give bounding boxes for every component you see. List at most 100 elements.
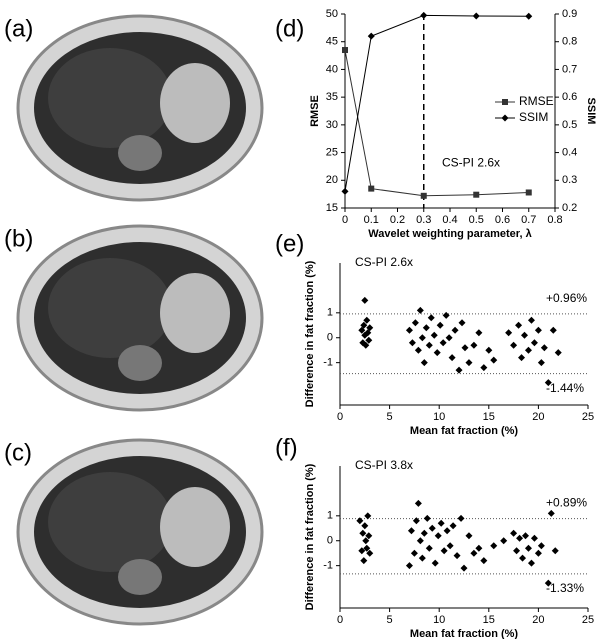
y-axis-title: Difference in fat fraction (%): [304, 463, 316, 610]
y2-tick-label: 0.4: [562, 146, 577, 158]
point: [527, 316, 535, 324]
mri-image: [16, 14, 264, 202]
y-axis-title: RMSE: [309, 95, 321, 127]
point: [547, 509, 555, 517]
mri-image: [16, 224, 264, 412]
point: [362, 537, 370, 545]
point: [457, 514, 465, 522]
point: [342, 47, 348, 54]
y-tick-label: 0: [327, 535, 333, 547]
x-tick-label: 5: [387, 411, 393, 423]
panel-label: (d): [275, 15, 304, 42]
point: [554, 349, 562, 357]
point: [414, 346, 422, 354]
point: [362, 341, 370, 349]
x-tick-label: 15: [483, 411, 495, 423]
point: [440, 547, 448, 555]
point: [537, 542, 545, 550]
point: [363, 316, 371, 324]
limit-label: +0.96%: [546, 291, 587, 305]
point: [418, 334, 426, 342]
y-tick-label: -1: [323, 357, 333, 369]
y2-tick-label: 0.8: [562, 36, 577, 48]
point: [360, 557, 368, 565]
x-tick-label: 0.3: [416, 214, 431, 226]
point: [455, 366, 463, 374]
legend-label: SSIM: [519, 110, 548, 124]
point: [522, 532, 530, 540]
point: [420, 359, 428, 367]
point: [356, 517, 364, 525]
point: [521, 331, 529, 339]
point: [423, 514, 431, 522]
point: [445, 334, 453, 342]
point: [368, 185, 375, 192]
point: [443, 527, 451, 535]
point: [428, 524, 436, 532]
point: [525, 189, 532, 196]
x-tick-label: 10: [433, 614, 445, 626]
x-tick-label: 10: [433, 411, 445, 423]
x-axis-title: Wavelet weighting parameter, λ: [368, 228, 531, 240]
point: [363, 544, 371, 552]
y2-tick-label: 0.3: [562, 174, 577, 186]
point: [434, 532, 442, 540]
x-tick-label: 15: [483, 614, 495, 626]
point: [420, 11, 428, 19]
point: [420, 529, 428, 537]
point: [367, 32, 375, 40]
point: [364, 512, 372, 520]
point: [359, 529, 367, 537]
legend-marker: [502, 99, 508, 105]
point: [405, 562, 413, 570]
point: [516, 534, 524, 542]
point: [485, 346, 493, 354]
annotation: CS-PI 3.8x: [355, 458, 413, 472]
point: [427, 314, 435, 322]
point: [544, 379, 552, 387]
x-tick-label: 0.1: [364, 214, 379, 226]
point: [537, 359, 545, 367]
x-tick-label: 25: [582, 614, 594, 626]
point: [530, 534, 538, 542]
annotation: CS-PI 2.6x: [442, 156, 500, 170]
point: [360, 321, 368, 329]
point: [437, 519, 445, 527]
x-tick-label: 0: [337, 411, 343, 423]
y2-axis-title: SSIM: [585, 98, 597, 125]
point: [420, 192, 427, 199]
point: [436, 321, 444, 329]
limit-label: -1.44%: [546, 381, 584, 395]
point: [490, 356, 498, 364]
mri-images: (a) (b) (c): [4, 14, 264, 626]
limit-label: -1.33%: [546, 581, 584, 595]
y2-tick-label: 0.5: [562, 119, 577, 131]
point: [405, 326, 413, 334]
annotation: CS-PI 2.6x: [355, 255, 413, 269]
point: [408, 339, 416, 347]
point: [527, 559, 535, 567]
point: [465, 359, 473, 367]
x-tick-label: 20: [532, 614, 544, 626]
point: [518, 354, 526, 362]
point: [500, 537, 508, 545]
y-tick-label: 50: [326, 8, 338, 20]
y-tick-label: 30: [326, 119, 338, 131]
point: [470, 341, 478, 349]
y2-tick-label: 0.7: [562, 63, 577, 75]
y-tick-label: 1: [327, 307, 333, 319]
point: [358, 547, 366, 555]
y2-tick-label: 0.9: [562, 8, 577, 20]
point: [534, 326, 542, 334]
x-tick-label: 20: [532, 411, 544, 423]
y-tick-label: 20: [326, 174, 338, 186]
point: [361, 522, 369, 530]
point: [365, 336, 373, 344]
point: [414, 499, 422, 507]
panel-label: (e): [275, 230, 304, 257]
panel-label: (f): [275, 434, 298, 461]
image-label: (c): [4, 439, 32, 466]
point: [470, 549, 478, 557]
x-tick-label: 25: [582, 411, 594, 423]
